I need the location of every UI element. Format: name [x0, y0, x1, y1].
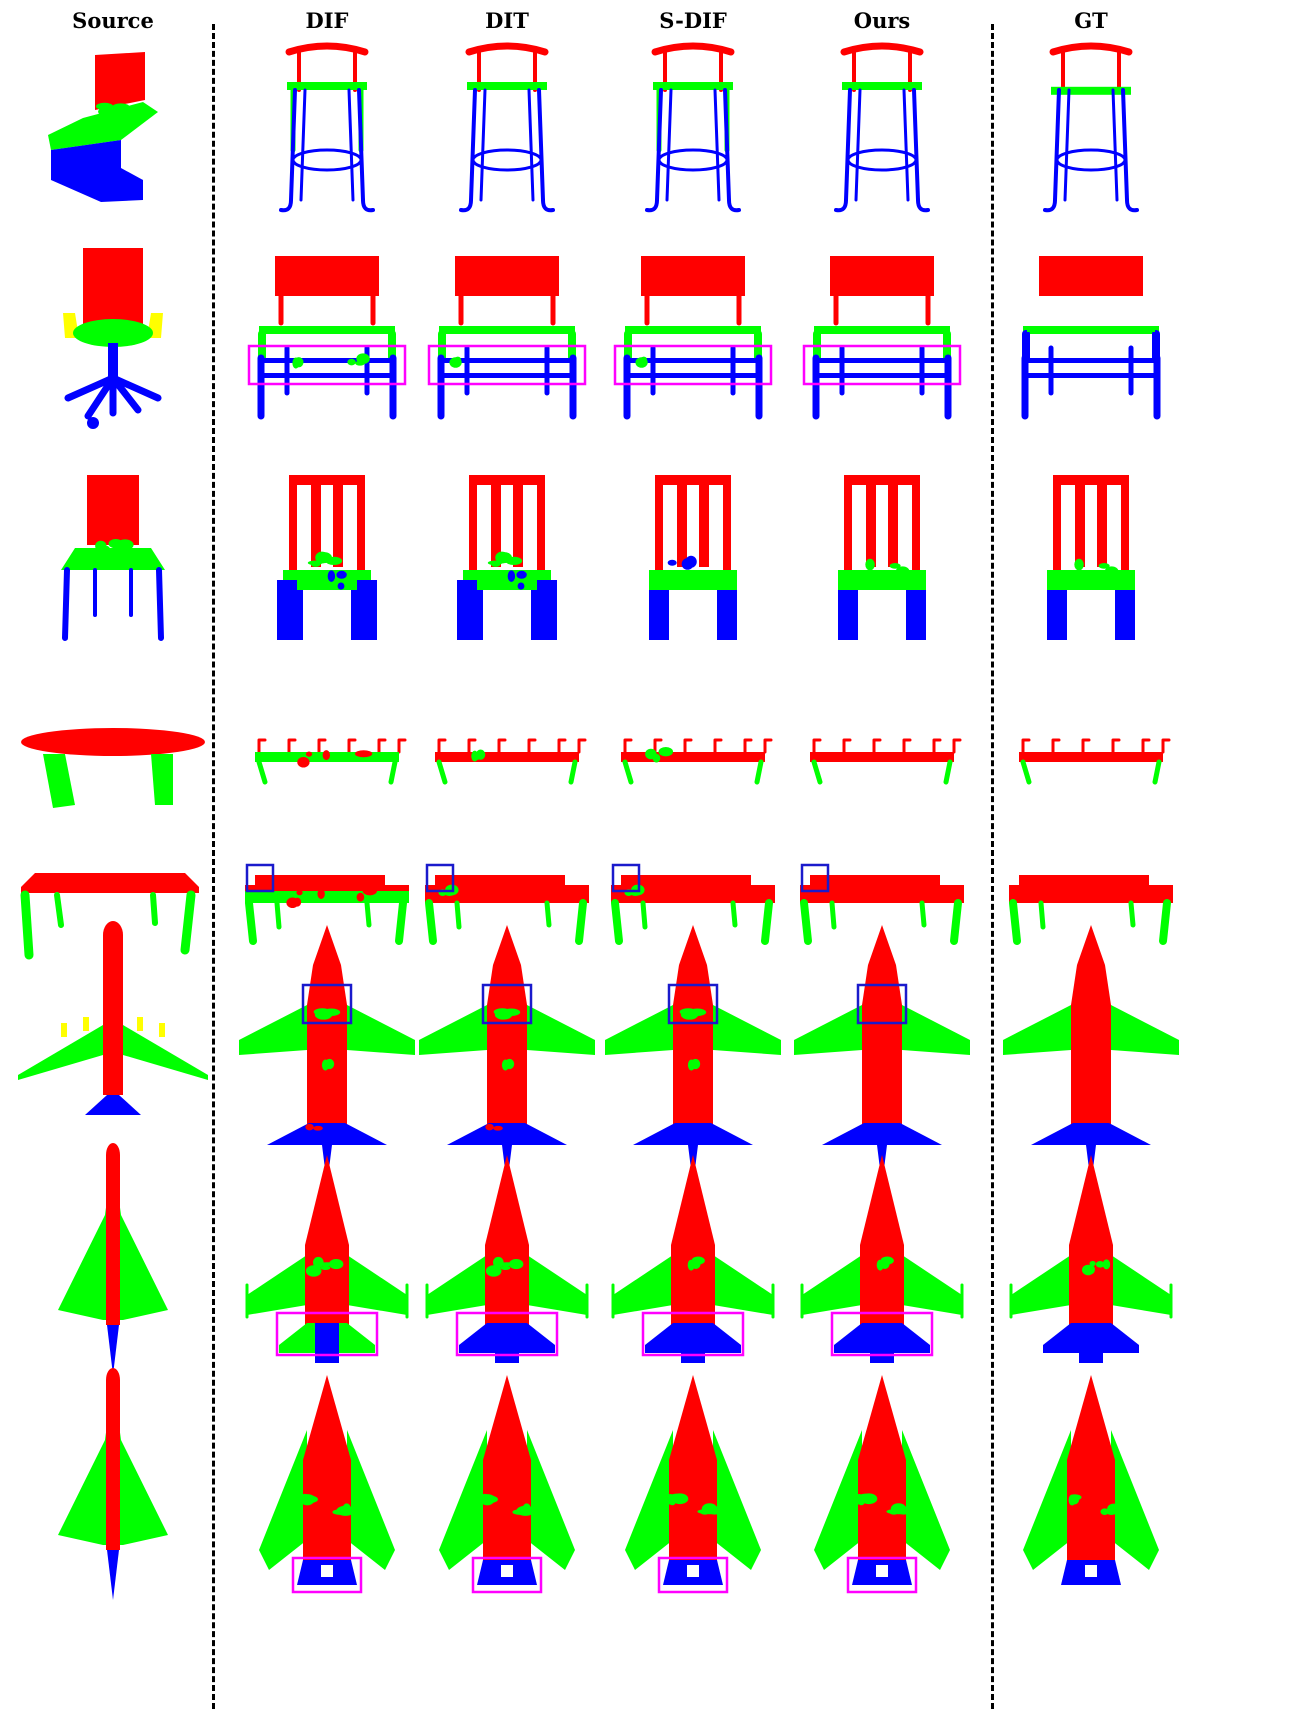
- airplane-row-6-gt: [1003, 925, 1179, 1185]
- chair-row-2-ours: [802, 256, 962, 420]
- right-separator: [991, 24, 994, 1709]
- chair-row-1-sdif: [645, 42, 741, 213]
- chair-row-3-ours: [838, 475, 926, 640]
- chair-row-3-gt: [1047, 475, 1135, 640]
- airplane-row-7-source: [58, 1143, 168, 1375]
- airplane-row-8-dif: [259, 1375, 395, 1594]
- table-row-4-ours: [810, 738, 962, 785]
- table-row-5-gt: [1009, 875, 1173, 945]
- table-row-5-dif: [245, 863, 409, 945]
- chair-row-1-dif: [279, 42, 375, 213]
- left-separator: [212, 24, 215, 1709]
- table-row-4-gt: [1019, 738, 1171, 785]
- airplane-row-7-dif: [245, 1155, 409, 1363]
- chair-row-3-sdif: [649, 475, 737, 640]
- airplane-row-8-dit: [439, 1375, 575, 1594]
- airplane-row-6-source: [18, 921, 208, 1115]
- airplane-row-7-ours: [800, 1155, 964, 1363]
- column-header-gt: GT: [1074, 8, 1108, 33]
- airplane-row-6-dif: [239, 925, 415, 1185]
- column-header-ours: Ours: [853, 8, 911, 33]
- airplane-row-6-sdif: [605, 925, 781, 1185]
- column-header-sdif: S-DIF: [659, 8, 727, 33]
- table-row-5-ours: [800, 863, 964, 945]
- chair-row-2-source: [63, 248, 163, 429]
- airplane-row-7-sdif: [611, 1155, 775, 1363]
- table-row-5-sdif: [611, 863, 775, 945]
- airplane-row-6-dit: [419, 925, 595, 1185]
- airplane-row-8-source: [58, 1368, 168, 1600]
- chair-row-2-gt: [1021, 256, 1161, 420]
- chair-row-1-gt: [1043, 42, 1139, 213]
- chair-row-1-ours: [834, 42, 930, 213]
- airplane-row-7-dit: [425, 1155, 589, 1363]
- table-row-4-sdif: [621, 738, 773, 785]
- chair-row-2-sdif: [613, 256, 773, 420]
- column-header-source: Source: [72, 8, 154, 33]
- airplane-row-8-ours: [814, 1375, 950, 1594]
- chair-row-2-dif: [247, 256, 407, 420]
- column-header-dit: DIT: [485, 8, 529, 33]
- airplane-row-7-gt: [1009, 1155, 1173, 1363]
- airplane-row-8-gt: [1023, 1375, 1159, 1585]
- chair-row-2-dit: [427, 256, 587, 420]
- airplane-row-6-ours: [794, 925, 970, 1185]
- table-row-5-source: [20, 873, 199, 960]
- chair-row-1-dit: [459, 42, 555, 213]
- chair-row-3-source: [61, 475, 165, 641]
- table-row-5-dit: [425, 863, 589, 945]
- airplane-row-8-sdif: [625, 1375, 761, 1594]
- column-header-dif: DIF: [305, 8, 349, 33]
- table-row-4-source: [21, 728, 205, 808]
- chair-row-3-dit: [457, 475, 557, 640]
- table-row-4-dif: [255, 738, 407, 785]
- chair-row-1-source: [48, 52, 158, 202]
- table-row-4-dit: [435, 738, 587, 785]
- chair-row-3-dif: [277, 475, 377, 640]
